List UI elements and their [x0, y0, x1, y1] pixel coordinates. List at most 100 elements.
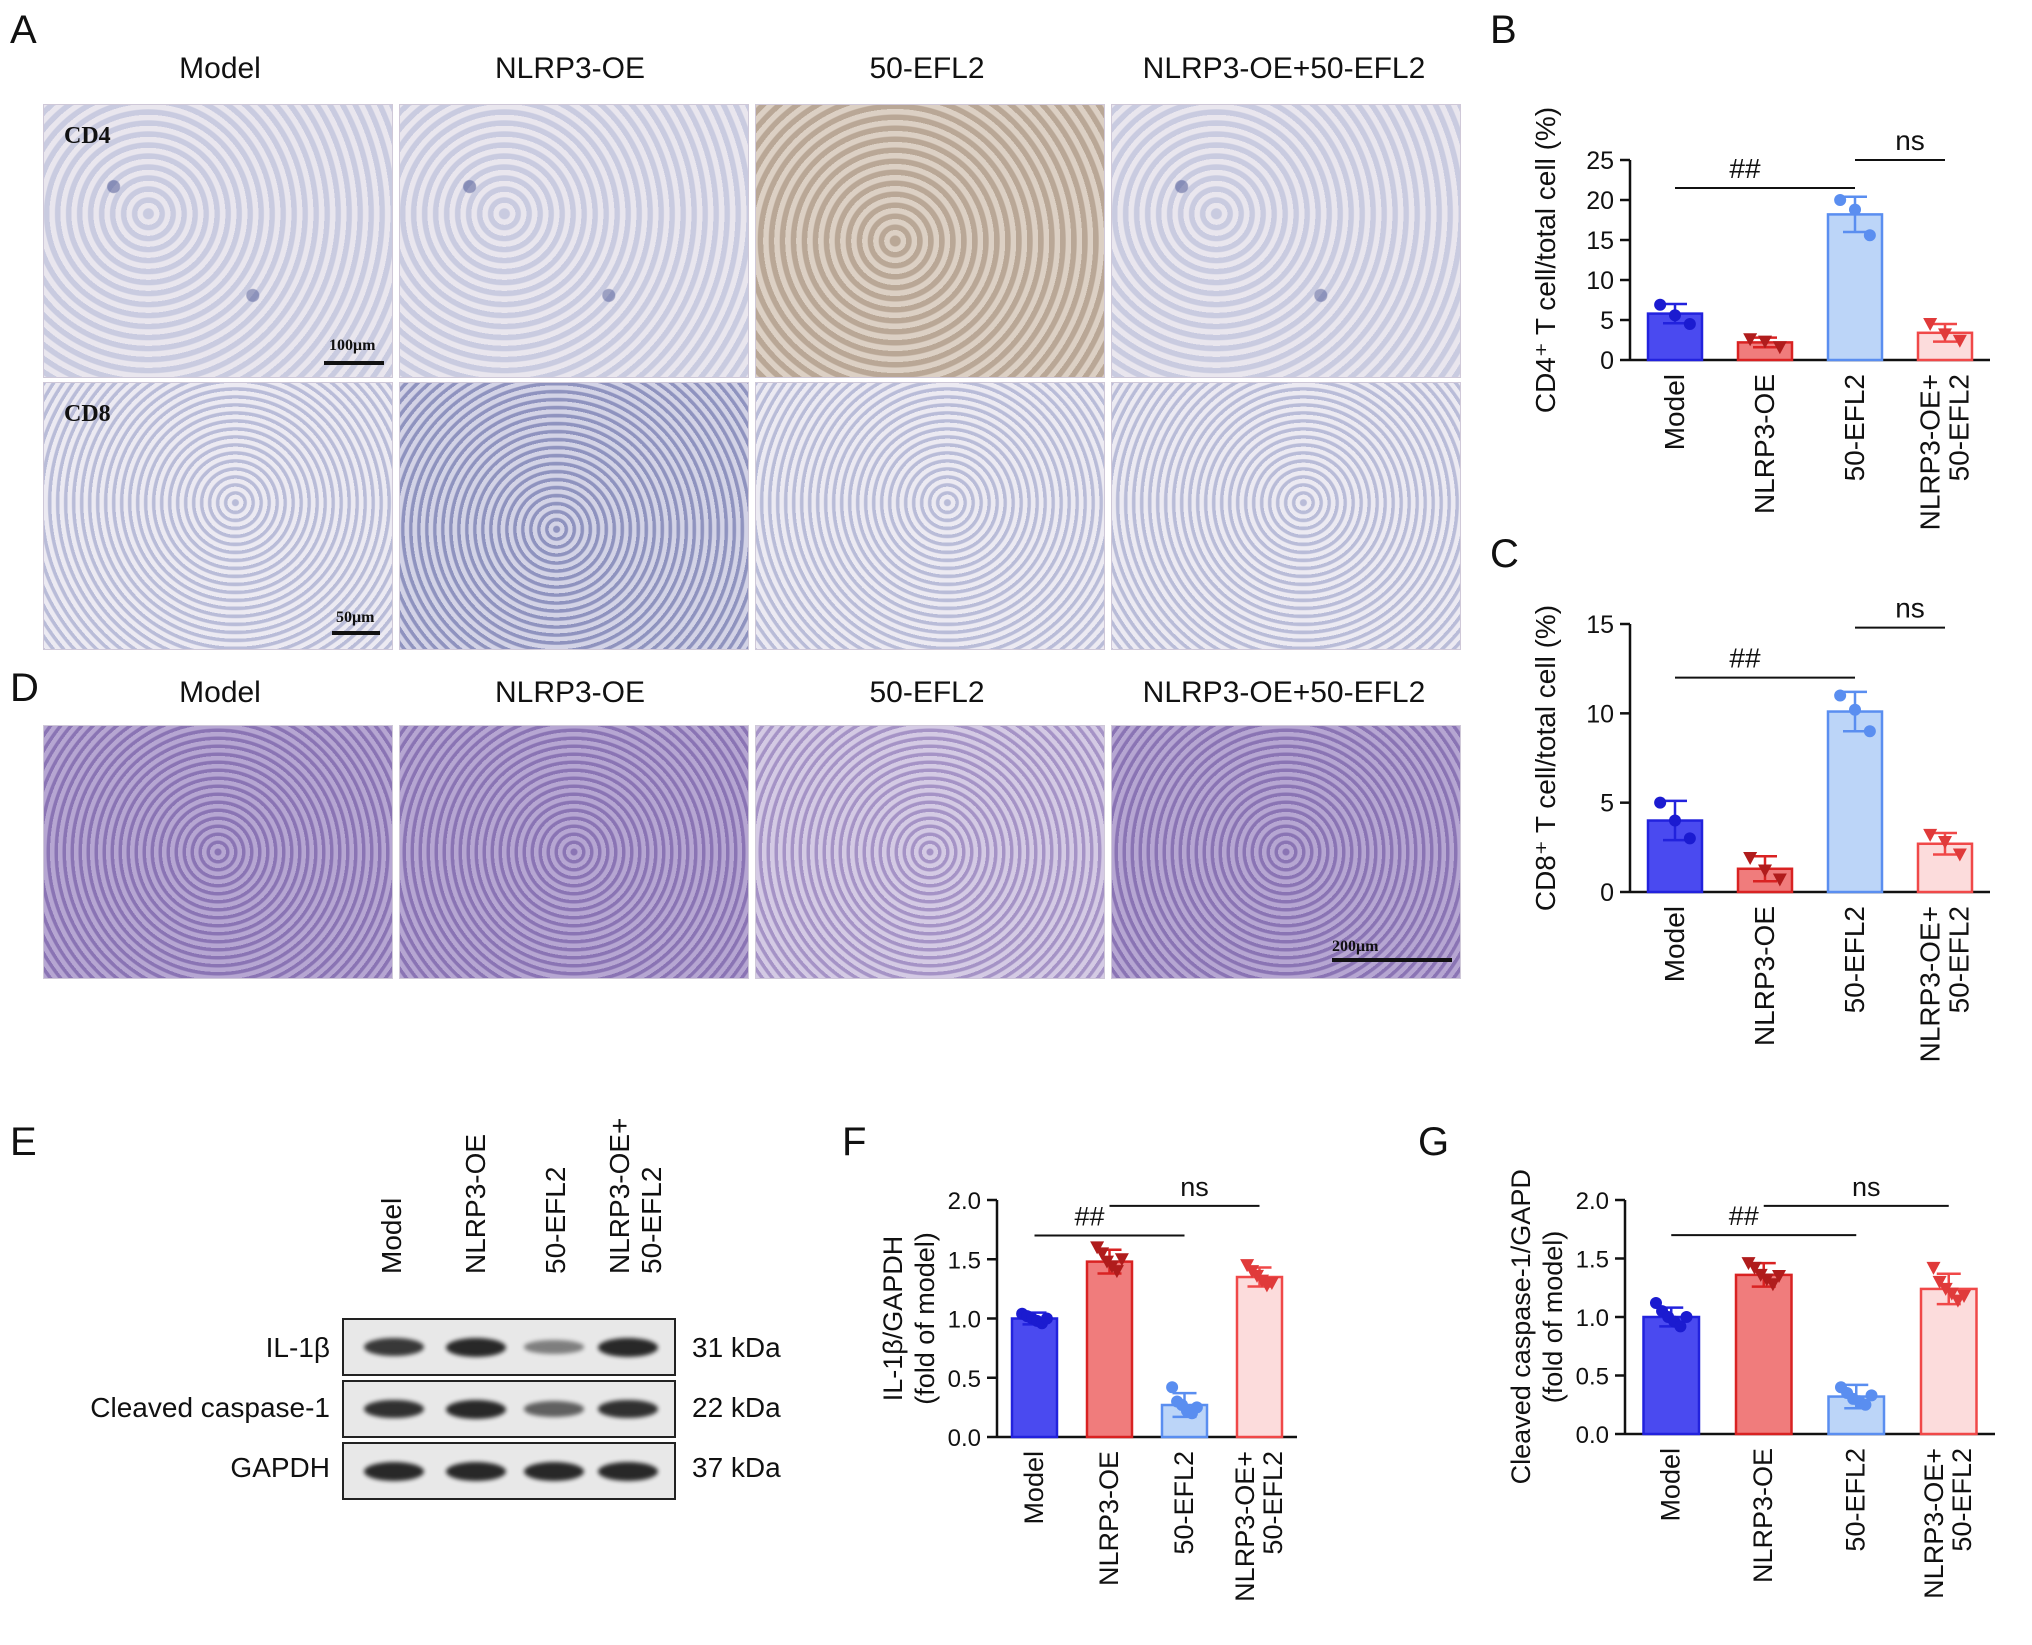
data-point [1683, 832, 1696, 845]
data-point [1938, 328, 1952, 342]
panel-label-b: B [1490, 8, 1517, 52]
panel-a-title-combo: NLRP3-OE+50-EFL2 [1142, 52, 1426, 85]
y-axis-label: (fold of model) [1538, 1231, 1568, 1404]
y-tick-label: 25 [1586, 147, 1614, 175]
y-tick-label: 1.5 [1576, 1247, 1609, 1274]
wb-kda-il1b: 31 kDa [692, 1332, 781, 1363]
data-point [1758, 864, 1772, 878]
y-tick-label: 0.5 [948, 1366, 981, 1393]
data-point [1747, 1261, 1762, 1275]
panel-a-title-model: Model [179, 52, 261, 85]
data-point [1863, 725, 1876, 738]
panel-label-f: F [842, 1120, 867, 1164]
y-tick-label: 0 [1600, 347, 1614, 375]
y-tick-label: 1.0 [1576, 1305, 1609, 1332]
bar [1085, 1260, 1134, 1439]
scale-label-cd8: 50μm [336, 609, 375, 626]
data-point [1753, 1268, 1768, 1282]
panel-a-title-nlrp3-oe: NLRP3-OE [494, 52, 646, 85]
significance-label: ## [1729, 1201, 1759, 1231]
scale-bar-cd4 [324, 361, 384, 365]
micrograph-cd4-50-efl2 [755, 104, 1105, 378]
data-point [1772, 341, 1787, 355]
y-tick-label: 1.0 [948, 1307, 981, 1334]
wb-kda-gapdh: 37 kDa [692, 1452, 781, 1483]
y-tick-label: 0.5 [1576, 1364, 1609, 1391]
y-tick-label: 15 [1586, 227, 1614, 255]
row-label-cd4: CD4 [64, 123, 111, 149]
y-tick-label: 5 [1600, 307, 1614, 335]
panel-label-c: C [1490, 532, 1519, 576]
data-point [1952, 848, 1967, 862]
panel-a-title-50-efl2: 50-EFL2 [869, 52, 985, 85]
data-point [1190, 1401, 1203, 1414]
wb-col-label-50-efl2: 50-EFL2 [540, 1166, 571, 1274]
y-tick-label: 2.0 [1576, 1188, 1609, 1215]
x-tick-label: NLRP3-OE+ [1914, 906, 1945, 1062]
x-tick-label: Model [1659, 906, 1690, 982]
wb-band [446, 1399, 506, 1419]
data-point [1849, 703, 1861, 716]
wb-band [598, 1337, 658, 1357]
y-tick-label: 1.5 [948, 1247, 981, 1274]
wb-col-label-combo-line1: NLRP3-OE+ [604, 1117, 635, 1274]
data-point [1654, 796, 1667, 809]
wb-band [598, 1399, 658, 1419]
x-tick-label: NLRP3-OE [1749, 906, 1780, 1046]
x-tick-label: NLRP3-OE [1748, 1448, 1778, 1583]
significance-label: ns [1852, 1172, 1881, 1202]
wb-band [364, 1399, 424, 1419]
wb-col-label-nlrp3-oe: NLRP3-OE [460, 1133, 491, 1274]
wb-band [364, 1461, 424, 1481]
data-point [1765, 1278, 1780, 1292]
bar [1010, 1317, 1059, 1439]
wb-blot-caspase1 [342, 1380, 676, 1438]
x-tick-label: 50-EFL2 [1839, 906, 1870, 1013]
micrograph-cd8-nlrp3-oe [399, 382, 749, 650]
data-point [1743, 333, 1758, 347]
wb-col-label-combo-line2: 50-EFL2 [636, 1166, 667, 1274]
data-point [1926, 1261, 1941, 1275]
wb-band [524, 1340, 584, 1354]
data-point [1669, 814, 1681, 827]
y-axis-label: CD8⁺ T cell/total cell (%) [1530, 605, 1561, 911]
micrograph-he-nlrp3-oe [399, 725, 749, 979]
data-point [1772, 1270, 1787, 1284]
micrograph-cd4-nlrp3-oe [399, 104, 749, 378]
x-tick-label: Model [1659, 374, 1690, 450]
wb-band [524, 1401, 584, 1417]
data-point [1759, 1273, 1774, 1287]
wb-row-label-gapdh: GAPDH [230, 1452, 330, 1483]
panel-d-title-nlrp3-oe: NLRP3-OE [494, 676, 646, 709]
panel-d-title-model: Model [179, 676, 261, 709]
data-point [1040, 1312, 1053, 1325]
data-point [1859, 1398, 1872, 1411]
data-point [1863, 229, 1876, 242]
y-tick-label: 2.0 [948, 1188, 981, 1215]
wb-band [598, 1461, 658, 1481]
micrograph-he-model [43, 725, 393, 979]
x-tick-label: Model [1656, 1448, 1686, 1522]
y-tick-label: 20 [1586, 187, 1614, 215]
wb-kda-caspase1: 22 kDa [692, 1392, 781, 1423]
data-point [1932, 1275, 1947, 1289]
bar [1826, 710, 1884, 894]
data-point [1865, 1389, 1878, 1402]
data-point [1758, 335, 1772, 349]
wb-col-label-model: Model [376, 1197, 407, 1274]
x-tick-label: 50-EFL2 [1943, 906, 1974, 1013]
scale-bar-he [1332, 958, 1452, 962]
panel-d-title-combo: NLRP3-OE+50-EFL2 [1142, 676, 1426, 709]
micrograph-cd8-model: CD8 50μm [43, 382, 393, 650]
micrograph-he-combo: 200μm [1111, 725, 1461, 979]
panel-d-title-50-efl2: 50-EFL2 [869, 676, 985, 709]
y-tick-label: 10 [1586, 700, 1614, 728]
data-point [1674, 1320, 1687, 1333]
y-axis-label: CD4⁺ T cell/total cell (%) [1530, 107, 1561, 413]
x-tick-label: 50-EFL2 [1839, 374, 1870, 481]
panel-label-a: A [10, 8, 37, 52]
